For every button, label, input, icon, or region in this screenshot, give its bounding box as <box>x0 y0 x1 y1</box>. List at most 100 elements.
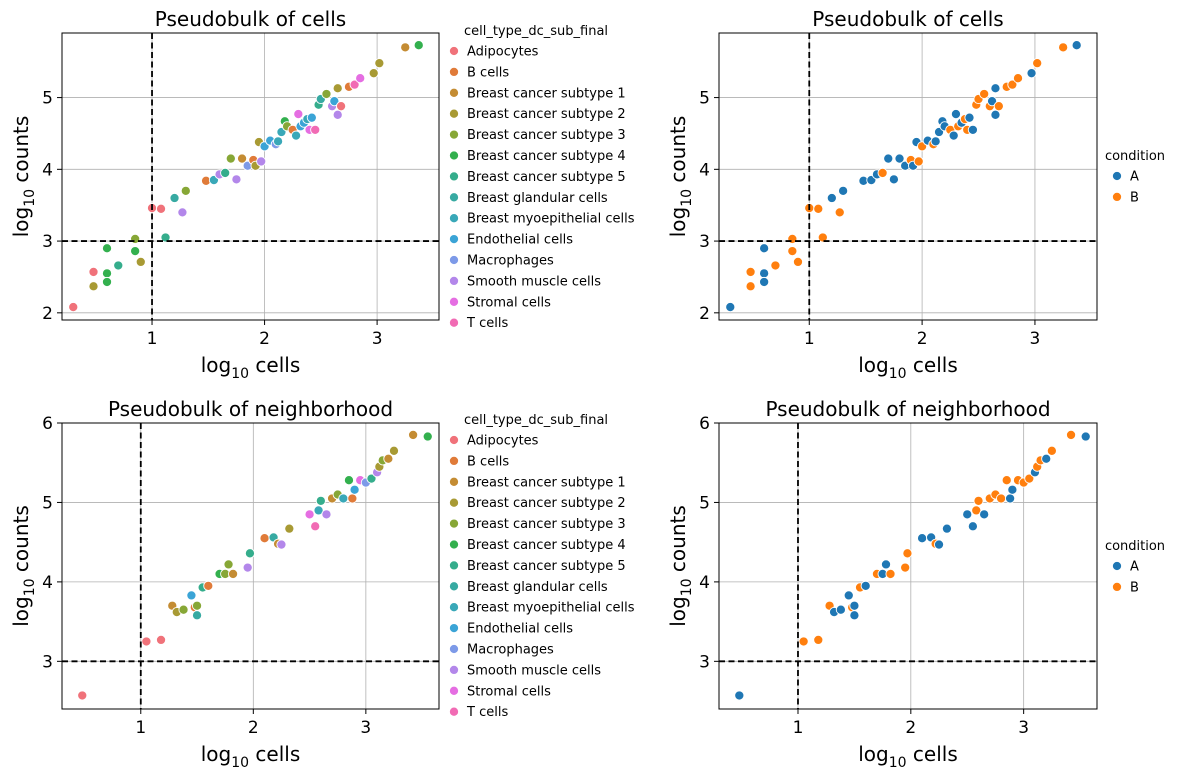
data-point <box>273 136 284 147</box>
data-point <box>883 153 894 164</box>
data-point <box>336 101 347 112</box>
legend-entry-label: Breast cancer subtype 2 <box>467 496 626 511</box>
data-point <box>88 281 99 292</box>
x-label-rest: cells <box>907 353 958 377</box>
y-label-sub: 10 <box>679 189 695 207</box>
data-point <box>141 636 152 647</box>
data-point <box>993 101 1004 112</box>
legend-entry-label: B cells <box>467 454 509 469</box>
data-point <box>329 96 340 107</box>
y-label-rest: counts <box>9 116 33 189</box>
data-point <box>231 174 242 185</box>
data-point <box>1071 40 1082 51</box>
data-point <box>1007 79 1018 90</box>
legend-marker <box>448 664 460 675</box>
legend-marker <box>448 539 460 550</box>
legend-entry-label: Adipocytes <box>467 434 539 449</box>
x-tick-label: 1 <box>135 718 146 738</box>
y-tick-label: 4 <box>42 573 53 593</box>
data-point <box>787 246 798 257</box>
legend-entry-label: T cells <box>466 705 508 720</box>
legend-entry-label: Stromal cells <box>467 295 551 310</box>
y-axis-label: log10 counts <box>9 116 38 238</box>
y-axis-label: log10 counts <box>9 505 38 627</box>
legend-entry-label: Smooth muscle cells <box>467 663 601 678</box>
data-point <box>355 73 366 84</box>
legend-marker <box>448 518 460 529</box>
subplot-title: Pseudobulk of cells <box>155 7 346 31</box>
data-point <box>77 690 88 701</box>
legend-entry-label: Breast cancer subtype 5 <box>467 559 626 574</box>
legend-marker <box>448 434 460 446</box>
legend-marker <box>448 706 460 717</box>
data-point <box>817 232 828 243</box>
data-point <box>902 548 913 559</box>
data-point <box>310 521 321 532</box>
x-label-base: log <box>201 742 232 766</box>
legend-marker <box>448 171 460 182</box>
y-tick-label: 3 <box>699 232 710 252</box>
legend-title: condition <box>1105 149 1165 164</box>
data-point <box>1032 58 1043 69</box>
data-point <box>349 79 360 90</box>
data-point <box>900 562 911 573</box>
legend-entry-label: Macrophages <box>467 254 554 269</box>
legend-title: cell_type_dc_sub_final <box>464 24 608 39</box>
legend-marker <box>1111 581 1123 592</box>
data-point <box>971 505 982 516</box>
legend-entry-label: Smooth muscle cells <box>467 274 601 289</box>
legend-entry-label: Adipocytes <box>467 45 539 60</box>
y-label-base: log <box>666 207 690 238</box>
y-axis-label: log10 counts <box>666 116 695 238</box>
x-tick-label: 2 <box>248 718 259 738</box>
legend-entry-label: A <box>1130 170 1139 185</box>
legend: cell_type_dc_sub_final Adipocytes B cells B… <box>448 24 635 331</box>
subplot-title: Pseudobulk of neighborhood <box>108 397 393 421</box>
data-point <box>422 431 433 442</box>
data-point <box>228 568 239 579</box>
legend-entry-label: B <box>1130 580 1139 595</box>
y-axis-label: log10 counts <box>666 505 695 627</box>
legend-entry-label: Breast cancer subtype 1 <box>467 86 626 101</box>
data-point <box>291 130 302 141</box>
legend-marker <box>1111 191 1123 202</box>
legend-marker <box>448 87 460 98</box>
plot-frame <box>61 422 440 710</box>
data-point <box>967 521 978 532</box>
legend-marker <box>448 643 460 655</box>
data-point <box>160 232 171 243</box>
legend-marker <box>448 275 460 286</box>
y-tick-label: 5 <box>42 493 53 513</box>
data-point <box>155 634 167 645</box>
data-point <box>310 124 321 135</box>
x-label-rest: cells <box>249 353 300 377</box>
y-label-base: log <box>666 596 690 627</box>
data-point <box>1007 484 1018 495</box>
legend-marker <box>448 66 460 77</box>
data-point <box>313 505 324 516</box>
data-point <box>877 167 888 178</box>
data-point <box>413 40 424 51</box>
data-point <box>276 539 287 550</box>
data-point <box>1058 42 1069 53</box>
data-point <box>792 256 804 267</box>
data-point <box>225 153 236 164</box>
legend-marker <box>448 602 460 613</box>
data-point <box>950 109 962 120</box>
data-point <box>178 604 189 615</box>
data-point <box>987 96 998 107</box>
x-tick-label: 2 <box>917 329 928 349</box>
y-label-sub: 10 <box>22 189 38 207</box>
data-point <box>88 266 99 277</box>
data-point <box>948 130 959 141</box>
legend-marker <box>448 254 460 266</box>
data-point <box>838 185 849 196</box>
x-label-base: log <box>858 353 889 377</box>
data-point <box>191 610 203 621</box>
subplot-title: Pseudobulk of cells <box>812 7 1003 31</box>
legend-entry-label: A <box>1130 560 1139 575</box>
data-point <box>930 136 941 147</box>
data-point <box>293 109 304 120</box>
plot-frame <box>718 422 1098 710</box>
